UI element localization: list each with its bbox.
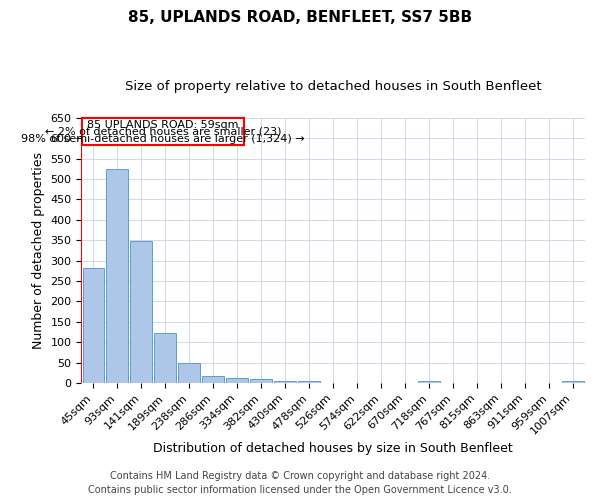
Title: Size of property relative to detached houses in South Benfleet: Size of property relative to detached ho… — [125, 80, 541, 93]
Bar — [82, 118, 244, 145]
Text: ← 2% of detached houses are smaller (23): ← 2% of detached houses are smaller (23) — [45, 127, 281, 137]
Bar — [562, 381, 584, 383]
Text: 85 UPLANDS ROAD: 59sqm: 85 UPLANDS ROAD: 59sqm — [88, 120, 239, 130]
Bar — [298, 382, 320, 383]
X-axis label: Distribution of detached houses by size in South Benfleet: Distribution of detached houses by size … — [153, 442, 513, 455]
Text: Contains HM Land Registry data © Crown copyright and database right 2024.
Contai: Contains HM Land Registry data © Crown c… — [88, 471, 512, 495]
Bar — [250, 380, 272, 383]
Bar — [106, 169, 128, 383]
Y-axis label: Number of detached properties: Number of detached properties — [32, 152, 45, 349]
Text: 98% of semi-detached houses are larger (1,324) →: 98% of semi-detached houses are larger (… — [21, 134, 305, 143]
Bar — [130, 242, 152, 383]
Bar — [83, 268, 104, 383]
Bar — [178, 364, 200, 383]
Bar — [202, 376, 224, 383]
Bar — [274, 381, 296, 383]
Text: 85, UPLANDS ROAD, BENFLEET, SS7 5BB: 85, UPLANDS ROAD, BENFLEET, SS7 5BB — [128, 10, 472, 25]
Bar — [418, 381, 440, 383]
Bar — [226, 378, 248, 383]
Bar — [154, 333, 176, 383]
